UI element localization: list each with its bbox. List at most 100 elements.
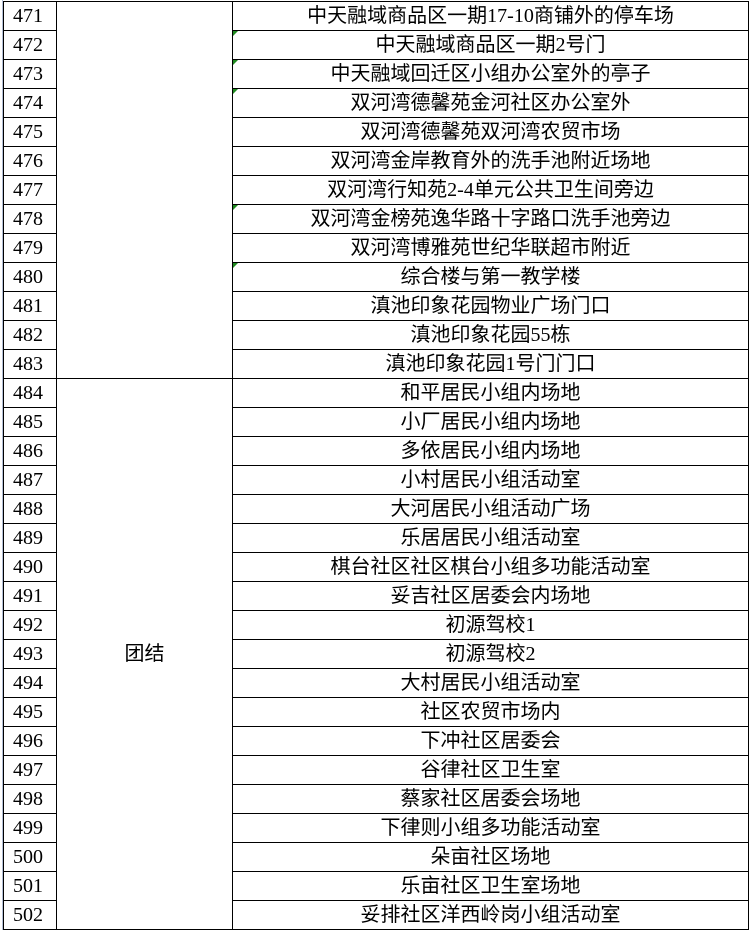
location-text: 妥吉社区居委会内场地 [390, 585, 591, 607]
location-text: 中天融域商品区一期2号门 [375, 34, 606, 56]
row-number-cell[interactable]: 488 [3, 494, 57, 524]
location-cell[interactable]: 多依居民小组内场地 [232, 436, 749, 466]
row-number-cell[interactable]: 497 [3, 755, 57, 785]
row-number-cell[interactable]: 490 [3, 552, 57, 582]
row-number-cell[interactable]: 499 [3, 813, 57, 843]
location-text: 中天融域回迁区小组办公室外的亭子 [330, 63, 651, 85]
location-cell[interactable]: 小厂居民小组内场地 [232, 407, 749, 437]
location-cell[interactable]: 乐亩社区卫生室场地 [232, 871, 749, 901]
table-row: 498 蔡家社区居委会场地 [3, 784, 749, 814]
location-cell[interactable]: 小村居民小组活动室 [232, 465, 749, 495]
row-number-cell[interactable]: 482 [3, 320, 57, 350]
location-text: 社区农贸市场内 [420, 701, 561, 723]
row-number-cell[interactable]: 480 [3, 262, 57, 292]
town-cell[interactable]: 团结 [56, 378, 233, 930]
location-cell[interactable]: 中天融域回迁区小组办公室外的亭子 [232, 59, 749, 89]
row-number-cell[interactable]: 502 [3, 900, 57, 930]
location-text: 和平居民小组内场地 [400, 382, 581, 404]
location-cell[interactable]: 下律则小组多功能活动室 [232, 813, 749, 843]
location-text: 双河湾德馨苑金河社区办公室外 [350, 92, 631, 114]
location-cell[interactable]: 下冲社区居委会 [232, 726, 749, 756]
location-text: 初源驾校1 [445, 614, 536, 636]
table-row: 472 中天融域商品区一期2号门 [3, 30, 749, 60]
row-number-cell[interactable]: 492 [3, 610, 57, 640]
location-cell[interactable]: 双河湾德馨苑金河社区办公室外 [232, 88, 749, 118]
location-text: 下律则小组多功能活动室 [380, 817, 601, 839]
location-cell[interactable]: 滇池印象花园55栋 [232, 320, 749, 350]
row-number-cell[interactable]: 475 [3, 117, 57, 147]
row-number-cell[interactable]: 479 [3, 233, 57, 263]
location-cell[interactable]: 蔡家社区居委会场地 [232, 784, 749, 814]
location-cell[interactable]: 谷律社区卫生室 [232, 755, 749, 785]
location-text: 谷律社区卫生室 [420, 759, 561, 781]
location-cell[interactable]: 乐居居民小组活动室 [232, 523, 749, 553]
location-text: 乐亩社区卫生室场地 [400, 875, 581, 897]
row-number-cell[interactable]: 494 [3, 668, 57, 698]
row-number-cell[interactable]: 500 [3, 842, 57, 872]
row-number-cell[interactable]: 477 [3, 175, 57, 205]
row-number-cell[interactable]: 493 [3, 639, 57, 669]
location-text: 综合楼与第一教学楼 [400, 266, 581, 288]
location-text: 滇池印象花园55栋 [410, 324, 571, 346]
table-row: 474 双河湾德馨苑金河社区办公室外 [3, 88, 749, 118]
row-number-cell[interactable]: 481 [3, 291, 57, 321]
row-number-cell[interactable]: 489 [3, 523, 57, 553]
location-cell[interactable]: 双河湾博雅苑世纪华联超市附近 [232, 233, 749, 263]
table-row: 497 谷律社区卫生室 [3, 755, 749, 785]
location-cell[interactable]: 综合楼与第一教学楼 [232, 262, 749, 292]
row-number-cell[interactable]: 478 [3, 204, 57, 234]
location-text: 大村居民小组活动室 [400, 672, 581, 694]
table-row: 473 中天融域回迁区小组办公室外的亭子 [3, 59, 749, 89]
table-row: 500 朵亩社区场地 [3, 842, 749, 872]
table-row: 489 乐居居民小组活动室 [3, 523, 749, 553]
location-cell[interactable]: 朵亩社区场地 [232, 842, 749, 872]
location-text: 双河湾德馨苑双河湾农贸市场 [360, 121, 621, 143]
row-number-cell[interactable]: 498 [3, 784, 57, 814]
location-text: 小村居民小组活动室 [400, 469, 581, 491]
row-number-cell[interactable]: 484 [3, 378, 57, 408]
row-number-cell[interactable]: 485 [3, 407, 57, 437]
row-number-cell[interactable]: 474 [3, 88, 57, 118]
location-cell[interactable]: 初源驾校2 [232, 639, 749, 669]
location-cell[interactable]: 滇池印象花园1号门门口 [232, 349, 749, 379]
row-number-cell[interactable]: 483 [3, 349, 57, 379]
location-cell[interactable]: 双河湾行知苑2-4单元公共卫生间旁边 [232, 175, 749, 205]
row-number-cell[interactable]: 501 [3, 871, 57, 901]
table-row: 491 妥吉社区居委会内场地 [3, 581, 749, 611]
location-cell[interactable]: 滇池印象花园物业广场门口 [232, 291, 749, 321]
location-text: 乐居居民小组活动室 [400, 527, 581, 549]
table-row: 484 团结 和平居民小组内场地 [3, 378, 749, 930]
table-row: 499 下律则小组多功能活动室 [3, 813, 749, 843]
location-cell[interactable]: 双河湾金榜苑逸华路十字路口洗手池旁边 [232, 204, 749, 234]
row-number-cell[interactable]: 471 [3, 1, 57, 31]
row-number-cell[interactable]: 476 [3, 146, 57, 176]
row-number-cell[interactable]: 491 [3, 581, 57, 611]
location-text: 双河湾行知苑2-4单元公共卫生间旁边 [327, 179, 654, 201]
row-number-cell[interactable]: 473 [3, 59, 57, 89]
location-cell[interactable]: 社区农贸市场内 [232, 697, 749, 727]
comment-marker-icon [233, 60, 238, 65]
location-cell[interactable]: 妥排社区洋西岭岗小组活动室 [232, 900, 749, 930]
location-cell[interactable]: 大村居民小组活动室 [232, 668, 749, 698]
sheet-left-edge [2, 0, 3, 930]
town-cell[interactable] [56, 1, 233, 379]
location-cell[interactable]: 大河居民小组活动广场 [232, 494, 749, 524]
location-cell[interactable]: 中天融域商品区一期17-10商铺外的停车场 [232, 1, 749, 31]
row-number-cell[interactable]: 486 [3, 436, 57, 466]
table-row: 481 滇池印象花园物业广场门口 [3, 291, 749, 321]
location-cell[interactable]: 双河湾金岸教育外的洗手池附近场地 [232, 146, 749, 176]
row-number-cell[interactable]: 495 [3, 697, 57, 727]
row-number-cell[interactable]: 496 [3, 726, 57, 756]
location-cell[interactable]: 中天融域商品区一期2号门 [232, 30, 749, 60]
location-cell[interactable]: 初源驾校1 [232, 610, 749, 640]
location-cell[interactable]: 棋台社区社区棋台小组多功能活动室 [232, 552, 749, 582]
location-cell[interactable]: 妥吉社区居委会内场地 [232, 581, 749, 611]
row-number-cell[interactable]: 472 [3, 30, 57, 60]
location-cell[interactable]: 双河湾德馨苑双河湾农贸市场 [232, 117, 749, 147]
location-text: 小厂居民小组内场地 [400, 411, 581, 433]
table-row: 493 初源驾校2 [3, 639, 749, 669]
row-number-cell[interactable]: 487 [3, 465, 57, 495]
location-text: 双河湾金榜苑逸华路十字路口洗手池旁边 [310, 208, 671, 230]
location-cell[interactable]: 和平居民小组内场地 [232, 378, 749, 408]
